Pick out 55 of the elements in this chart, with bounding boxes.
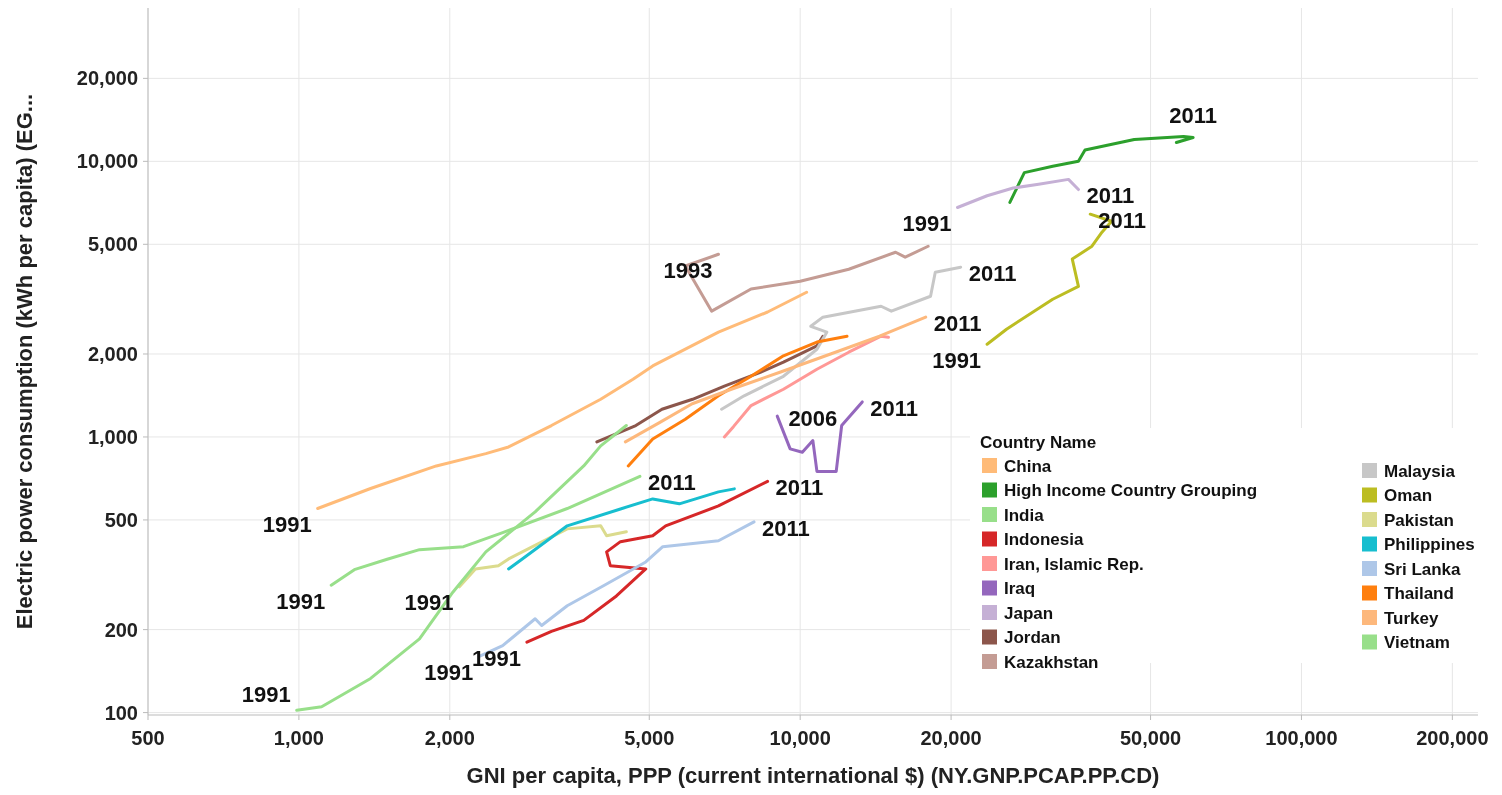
legend-label: Philippines [1384,535,1475,555]
y-tick-label: 500 [104,508,138,531]
x-tick-label: 5,000 [624,727,675,749]
x-tick-label: 500 [131,727,165,749]
legend-label: Turkey [1384,608,1440,628]
annotation: 2011 [1169,103,1217,129]
x-tick-label: 2,000 [424,727,475,749]
legend-label: Sri Lanka [1384,559,1462,579]
x-tick-label: 50,000 [1119,727,1182,749]
annotation: 1991 [932,347,982,373]
annotation: 1991 [262,512,312,538]
legend-label: High Income Country Grouping [1004,481,1258,501]
annotation: 1991 [902,211,952,237]
annotation: 1991 [404,590,454,616]
annotation: 1991 [471,645,521,671]
legend-label: Iraq [1004,579,1036,599]
y-tick-label: 1,000 [87,425,138,448]
x-tick-label: 1,000 [273,727,324,749]
y-tick-label: 5,000 [87,233,138,256]
legend-label: Indonesia [1004,530,1084,550]
legend-label: Japan [1004,603,1054,623]
x-tick-label: 10,000 [769,727,831,749]
legend-label: Iran, Islamic Rep. [1004,554,1144,574]
y-tick-label: 20,000 [76,67,138,90]
annotation: 1991 [424,660,474,686]
legend-label: Vietnam [1384,633,1450,653]
x-tick-label: 100,000 [1265,727,1338,749]
annotation: 2011 [870,395,918,421]
annotation: 1991 [241,681,291,707]
annotation: 1991 [276,588,326,614]
x-tick-label: 20,000 [920,727,982,749]
y-tick-label: 2,000 [87,342,138,365]
legend-label: China [1004,456,1052,476]
annotation: 1993 [663,257,713,283]
annotation: 2006 [788,406,838,432]
y-tick-label: 200 [104,618,138,641]
annotation: 2011 [762,515,810,541]
y-axis-title: Electric power consumption (kWh per capita) (EG... [12,93,37,630]
annotation: 2011 [968,260,1017,286]
annotation: 2011 [933,310,982,336]
x-axis-title: GNI per capita, PPP (current international $) (NY.GNP.PCAP.PP.CD) [466,763,1160,788]
annotation: 2011 [775,475,824,501]
legend-label: Kazakhstan [1004,652,1099,672]
annotation: 2011 [647,469,696,495]
x-tick-label: 200,000 [1416,727,1489,749]
legend-title: Country Name [980,433,1097,452]
legend-label: Pakistan [1384,510,1454,530]
y-tick-label: 100 [104,701,138,724]
annotation: 2011 [1086,183,1135,209]
legend-label: India [1004,505,1045,525]
legend-label: Oman [1384,486,1433,506]
legend-label: Malaysia [1384,461,1456,481]
legend-label: Thailand [1384,584,1454,604]
legend-label: Jordan [1004,628,1061,648]
y-tick-label: 10,000 [76,150,138,173]
